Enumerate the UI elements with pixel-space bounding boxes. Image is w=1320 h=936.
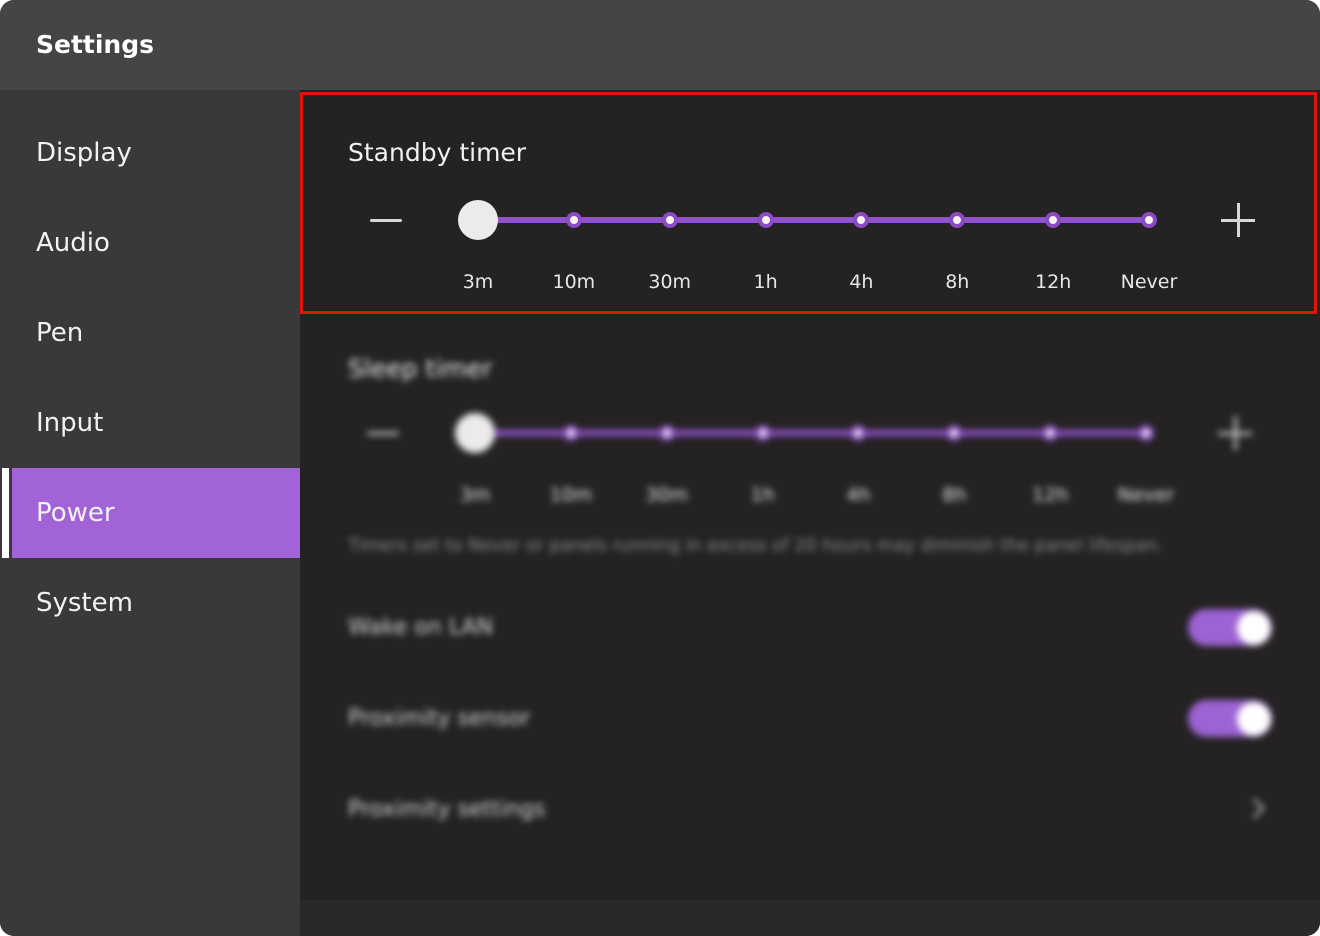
sleep-timer-thumb[interactable] bbox=[455, 413, 495, 453]
sleep-timer-stop-label: Never bbox=[1117, 484, 1175, 506]
toggle-knob bbox=[1236, 610, 1271, 645]
standby-timer-stop-label: 12h bbox=[1035, 271, 1072, 293]
sleep-timer-increase-button[interactable] bbox=[1217, 415, 1253, 451]
sidebar-item-label: Audio bbox=[36, 228, 110, 258]
blurred-region: Sleep timer 3m 10m 30m 1h 4h 8h 12h Never Timer… bbox=[300, 308, 1320, 890]
main-content: Standby timer 3m 10m 30m 1h 4h 8h 12h Never Sle… bbox=[300, 90, 1320, 936]
selected-row-indicator bbox=[2, 288, 9, 378]
standby-timer-stop-dot[interactable] bbox=[661, 212, 678, 228]
sleep-timer-stop-label: 8h bbox=[942, 484, 967, 506]
sidebar-item-label: Display bbox=[36, 138, 132, 168]
standby-timer-stop-dot[interactable] bbox=[757, 212, 774, 228]
wake-on-lan-label: Wake on LAN bbox=[348, 615, 493, 640]
sidebar-item-system[interactable]: System bbox=[0, 558, 300, 648]
standby-timer-stop-dot[interactable] bbox=[1045, 212, 1062, 228]
sidebar-item-label: Pen bbox=[36, 318, 84, 348]
standby-timer-stop-label: 4h bbox=[849, 271, 874, 293]
toggle-knob bbox=[1236, 701, 1271, 736]
standby-timer-section: Standby timer 3m 10m 30m 1h 4h 8h 12h Never bbox=[300, 92, 1317, 314]
selected-row-indicator bbox=[2, 468, 9, 558]
sidebar: Display Audio Pen Input Power System bbox=[0, 90, 300, 936]
sidebar-item-pen[interactable]: Pen bbox=[0, 288, 300, 378]
standby-timer-stop-dot[interactable] bbox=[853, 212, 870, 228]
sidebar-item-audio[interactable]: Audio bbox=[0, 198, 300, 288]
page-title: Settings bbox=[36, 30, 155, 59]
chevron-right-icon[interactable] bbox=[1243, 797, 1266, 820]
sleep-timer-title: Sleep timer bbox=[348, 354, 493, 383]
sleep-timer-stop-dot[interactable] bbox=[658, 425, 675, 441]
standby-timer-increase-button[interactable] bbox=[1220, 202, 1256, 238]
sleep-timer-section: Sleep timer 3m 10m 30m 1h 4h 8h 12h Never bbox=[300, 308, 1317, 530]
sleep-timer-decrease-button[interactable] bbox=[365, 415, 401, 451]
sleep-timer-track[interactable] bbox=[475, 430, 1146, 436]
sleep-timer-stop-label: 3m bbox=[459, 484, 491, 506]
sleep-timer-slider[interactable]: 3m 10m 30m 1h 4h 8h 12h Never bbox=[300, 308, 1317, 530]
proximity-sensor-row: Proximity sensor bbox=[300, 674, 1320, 764]
standby-timer-track[interactable] bbox=[478, 217, 1149, 223]
standby-timer-stop-label: 10m bbox=[552, 271, 596, 293]
standby-timer-stop-dot[interactable] bbox=[949, 212, 966, 228]
sleep-timer-stop-label: 12h bbox=[1032, 484, 1069, 506]
sleep-timer-stop-dot[interactable] bbox=[562, 425, 579, 441]
standby-timer-stop-label: 8h bbox=[945, 271, 970, 293]
sleep-timer-stop-label: 30m bbox=[645, 484, 689, 506]
standby-timer-stop-label: 30m bbox=[648, 271, 692, 293]
standby-timer-decrease-button[interactable] bbox=[368, 202, 404, 238]
sleep-timer-stop-dot[interactable] bbox=[850, 425, 867, 441]
wake-on-lan-toggle[interactable] bbox=[1188, 609, 1272, 646]
standby-timer-stop-label: 3m bbox=[462, 271, 494, 293]
sleep-timer-stop-dot[interactable] bbox=[754, 425, 771, 441]
standby-timer-stop-label: 1h bbox=[753, 271, 778, 293]
standby-timer-title: Standby timer bbox=[348, 138, 527, 167]
selected-row-indicator bbox=[2, 108, 9, 198]
selected-row-highlight bbox=[12, 468, 300, 558]
proximity-settings-row[interactable]: Proximity settings bbox=[300, 765, 1320, 855]
sleep-timer-stop-label: 1h bbox=[750, 484, 775, 506]
sidebar-item-display[interactable]: Display bbox=[0, 108, 300, 198]
selected-row-indicator bbox=[2, 378, 9, 468]
standby-timer-stop-dot[interactable] bbox=[565, 212, 582, 228]
top-bar: Settings bbox=[0, 0, 1320, 90]
selected-row-indicator bbox=[2, 558, 9, 648]
sidebar-item-label: Input bbox=[36, 408, 104, 438]
standby-timer-stop-label: Never bbox=[1120, 271, 1178, 293]
sidebar-item-label: Power bbox=[36, 498, 115, 528]
footer-strip bbox=[300, 900, 1320, 936]
sidebar-item-input[interactable]: Input bbox=[0, 378, 300, 468]
standby-timer-thumb[interactable] bbox=[458, 200, 498, 240]
proximity-settings-label: Proximity settings bbox=[348, 797, 546, 822]
standby-timer-stop-dot[interactable] bbox=[1140, 212, 1157, 228]
sleep-timer-stop-dot[interactable] bbox=[1042, 425, 1059, 441]
selected-row-indicator bbox=[2, 198, 9, 288]
proximity-sensor-label: Proximity sensor bbox=[348, 706, 531, 731]
sleep-timer-stop-dot[interactable] bbox=[1137, 425, 1154, 441]
sleep-timer-stop-label: 10m bbox=[549, 484, 593, 506]
sleep-timer-stop-dot[interactable] bbox=[946, 425, 963, 441]
standby-timer-slider[interactable]: 3m 10m 30m 1h 4h 8h 12h Never bbox=[303, 95, 1314, 311]
wake-on-lan-row: Wake on LAN bbox=[300, 583, 1320, 673]
sidebar-item-label: System bbox=[36, 588, 133, 618]
lifespan-note: Timers set to Never or panels running in… bbox=[348, 536, 1163, 556]
sleep-timer-stop-label: 4h bbox=[846, 484, 871, 506]
proximity-sensor-toggle[interactable] bbox=[1188, 700, 1272, 737]
sidebar-item-power[interactable]: Power bbox=[0, 468, 300, 558]
